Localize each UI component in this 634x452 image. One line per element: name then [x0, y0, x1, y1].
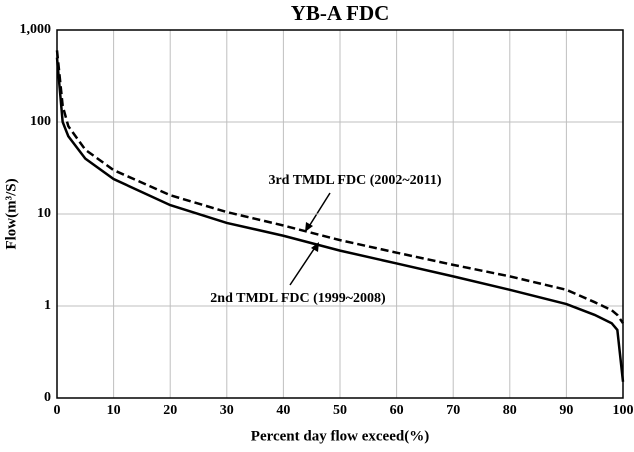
x-tick-label: 80 [503, 403, 517, 418]
x-tick-label: 70 [446, 403, 460, 418]
x-axis-label: Percent day flow exceed(%) [251, 428, 429, 444]
annotation: 3rd TMDL FDC (2002~2011) [268, 173, 441, 188]
x-tick-label: 10 [107, 403, 121, 418]
x-tick-label: 50 [333, 403, 347, 418]
y-tick-label: 100 [30, 114, 51, 129]
data-line [55, 57, 625, 382]
annotation-arrow [307, 192, 331, 229]
data-line [55, 50, 625, 324]
y-tick-label: 1 [44, 298, 51, 313]
plot-frame [56, 29, 624, 399]
y-tick-label: 0 [44, 390, 51, 405]
y-axis-label: Flow(m³/S) [3, 178, 19, 249]
x-tick-label: 20 [163, 403, 177, 418]
annotation: 2nd TMDL FDC (1999~2008) [210, 291, 386, 306]
x-tick-label: 30 [220, 403, 234, 418]
x-tick-label: 90 [559, 403, 573, 418]
x-tick-label: 60 [390, 403, 404, 418]
y-tick-label: 10 [37, 206, 51, 221]
y-tick-label: 1,000 [20, 22, 52, 37]
x-tick-label: 0 [54, 403, 61, 418]
chart-title: YB-A FDC [291, 1, 390, 25]
annotation-arrowhead [305, 222, 313, 232]
annotation-arrow [289, 245, 317, 286]
x-tick-label: 40 [276, 403, 290, 418]
x-tick-label: 100 [613, 403, 634, 418]
